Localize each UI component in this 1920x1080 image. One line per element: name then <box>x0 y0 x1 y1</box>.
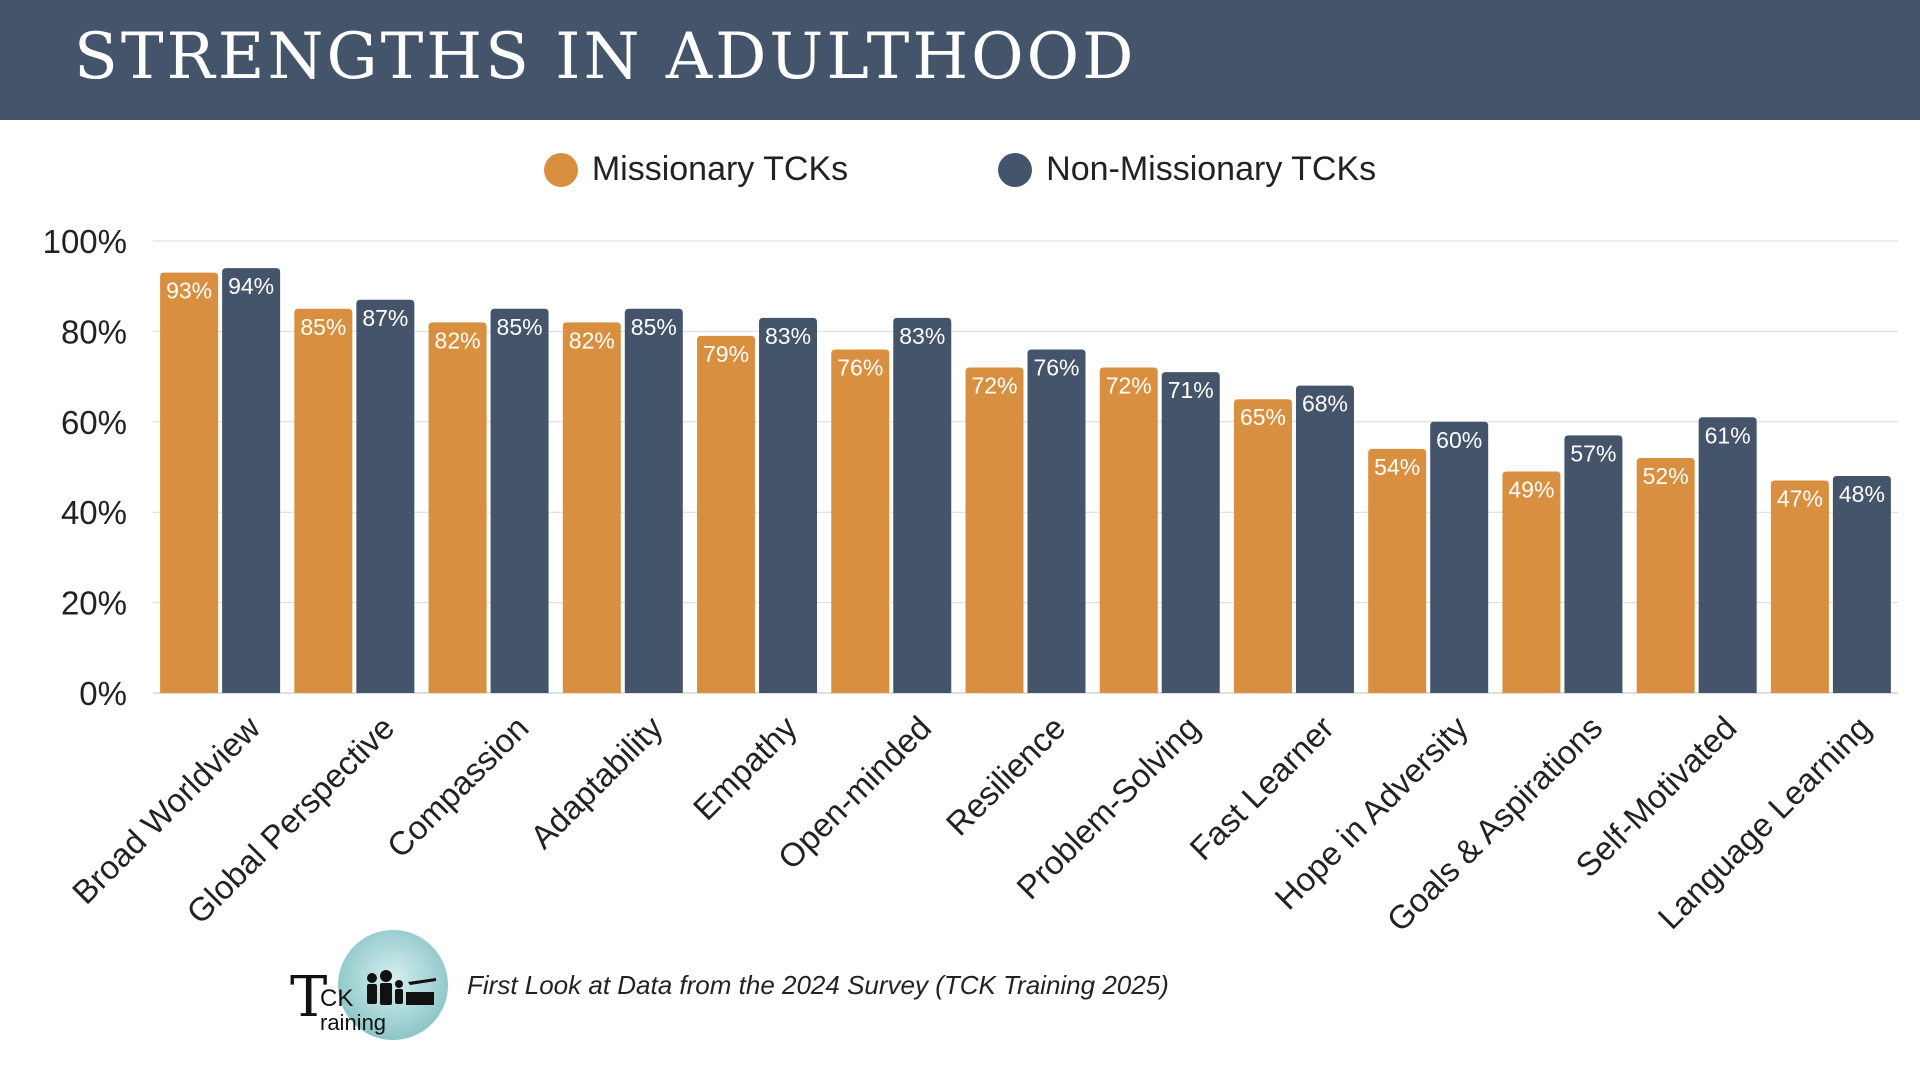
data-label: 76% <box>837 354 883 380</box>
bar <box>759 317 818 693</box>
logo-text-training: raining <box>320 1010 387 1035</box>
x-tick-label: Adaptability <box>523 708 670 855</box>
data-label: 85% <box>631 314 677 340</box>
bar <box>1832 476 1891 693</box>
y-tick-label: 40% <box>61 494 127 531</box>
legend-swatch-non-missionary <box>998 152 1033 187</box>
data-label: 60% <box>1436 427 1482 453</box>
bar <box>294 308 353 693</box>
data-label: 65% <box>1240 404 1286 430</box>
data-label: 94% <box>228 273 274 299</box>
bar <box>1027 349 1086 693</box>
bar <box>1636 457 1695 693</box>
data-label: 79% <box>703 341 749 367</box>
legend-swatch-missionary <box>543 152 578 187</box>
data-label: 76% <box>1033 354 1079 380</box>
y-tick-label: 60% <box>61 404 127 441</box>
y-tick-label: 80% <box>61 313 127 350</box>
data-label: 83% <box>765 323 811 349</box>
bar <box>562 322 621 693</box>
y-tick-label: 0% <box>79 675 127 712</box>
data-label: 83% <box>899 323 945 349</box>
page-title: STRENGTHS IN ADULTHOOD <box>74 20 1137 94</box>
bar <box>1502 471 1561 693</box>
bar <box>1368 448 1427 693</box>
x-tick-label: Empathy <box>686 708 805 827</box>
data-label: 82% <box>435 327 481 353</box>
data-label: 82% <box>569 327 615 353</box>
y-tick-label: 20% <box>61 585 127 622</box>
bar <box>1295 385 1354 693</box>
data-label: 52% <box>1643 463 1689 489</box>
bar <box>1099 367 1158 693</box>
logo-letter-t: T <box>290 965 328 1030</box>
data-label: 87% <box>362 305 408 331</box>
bar <box>1698 417 1757 693</box>
bar <box>222 268 281 693</box>
bar <box>965 367 1024 693</box>
family-silhouette-icon <box>367 970 436 1005</box>
logo-text-ck: CK <box>320 985 354 1012</box>
legend-item-non-missionary: Non-Missionary TCKs <box>918 150 1376 189</box>
data-label: 71% <box>1168 377 1214 403</box>
bar <box>428 322 487 693</box>
source-citation: First Look at Data from the 2024 Survey … <box>467 969 1169 1000</box>
data-label: 72% <box>1106 373 1152 399</box>
y-tick-label: 100% <box>43 223 127 260</box>
data-label: 54% <box>1374 454 1420 480</box>
legend-label-missionary: Missionary TCKs <box>591 150 849 188</box>
legend-label-non-missionary: Non-Missionary TCKs <box>1046 150 1377 188</box>
data-label: 57% <box>1570 440 1616 466</box>
data-label: 72% <box>971 373 1017 399</box>
data-label: 68% <box>1302 391 1348 417</box>
data-label: 48% <box>1839 481 1885 507</box>
bar <box>1770 480 1829 693</box>
bar <box>356 299 415 693</box>
data-label: 61% <box>1705 422 1751 448</box>
x-tick-label: Compassion <box>380 709 536 865</box>
bar <box>831 349 890 693</box>
footer: T CK raining First Look at Data from the… <box>288 925 1169 1045</box>
legend-item-missionary: Missionary TCKs <box>543 150 849 189</box>
title-bar: STRENGTHS IN ADULTHOOD <box>0 0 1920 120</box>
tck-training-logo: T CK raining <box>288 925 453 1045</box>
bar <box>893 317 952 693</box>
x-tick-label: Resilience <box>939 709 1073 843</box>
bar <box>697 335 756 693</box>
data-label: 85% <box>497 314 543 340</box>
bar <box>1161 372 1220 693</box>
bar <box>1430 421 1489 693</box>
data-label: 49% <box>1508 477 1554 503</box>
bar <box>1233 399 1292 693</box>
data-label: 93% <box>166 278 212 304</box>
logo-circle <box>338 930 448 1040</box>
data-label: 47% <box>1777 486 1823 512</box>
data-label: 85% <box>300 314 346 340</box>
bar <box>624 308 683 693</box>
chart-legend: Missionary TCKs Non-Missionary TCKs <box>0 150 1920 189</box>
bar <box>490 308 549 693</box>
bar <box>1564 435 1623 693</box>
bar <box>160 272 219 693</box>
